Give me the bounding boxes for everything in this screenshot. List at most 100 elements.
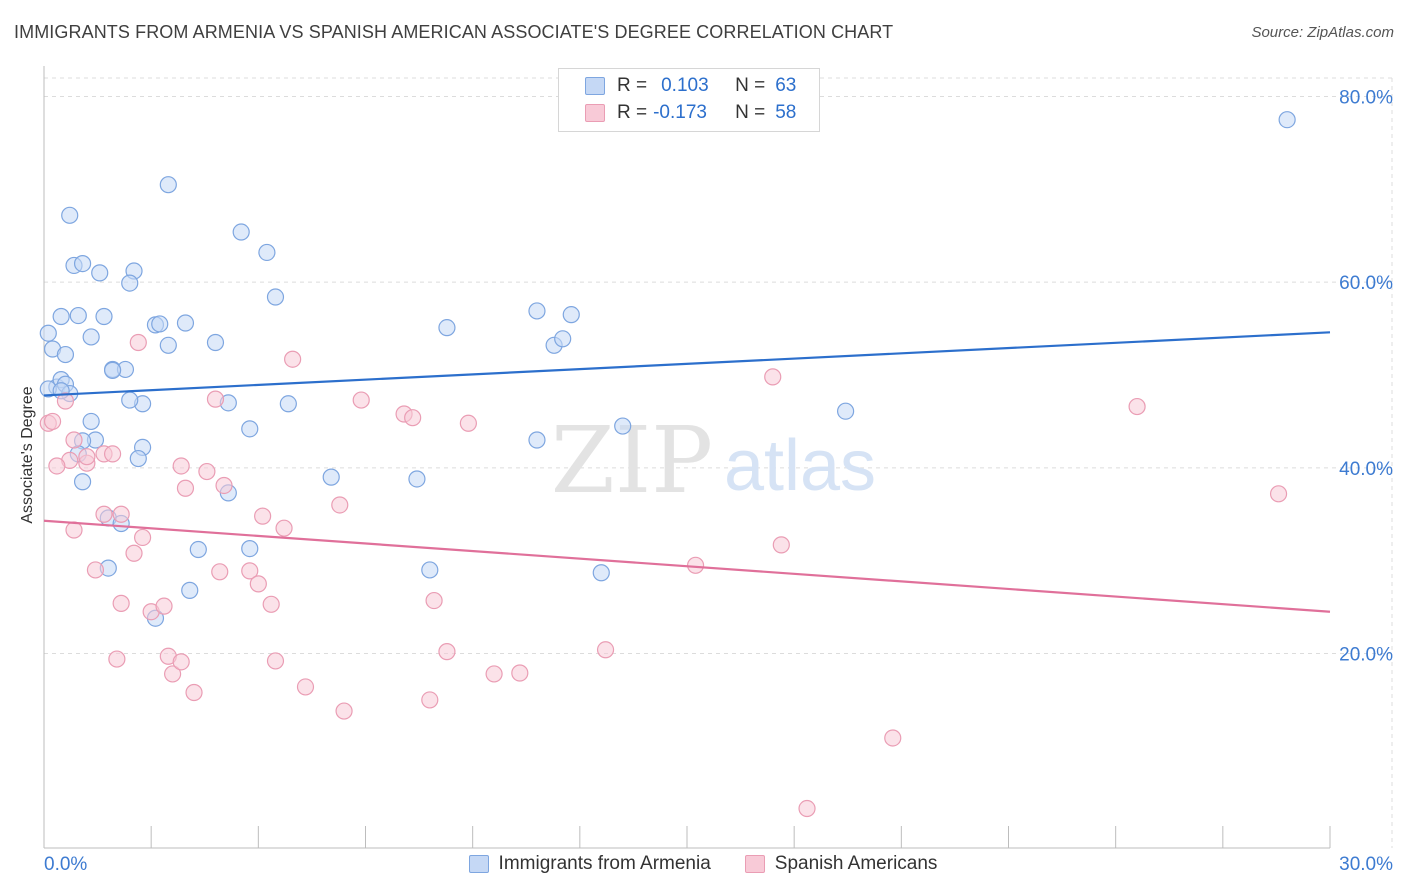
armenia-point	[176, 314, 195, 332]
armenia-point	[82, 328, 100, 346]
armenia-point	[159, 336, 177, 354]
legend-swatch-blue	[468, 855, 489, 873]
spanish-point	[78, 448, 96, 466]
gridlines	[44, 77, 1393, 848]
trend-lines	[43, 331, 1331, 613]
watermark-atlas: atlas	[724, 426, 876, 506]
armenia-trend-line	[43, 331, 1331, 397]
spanish-point	[254, 507, 272, 525]
armenia-point	[73, 473, 92, 491]
armenia-point	[279, 395, 297, 413]
spanish-point	[112, 594, 130, 612]
x-tick-label-min: 0.0%	[44, 854, 87, 875]
legend-label-armenia: Immigrants from Armenia	[498, 853, 711, 874]
armenia-point	[189, 540, 207, 559]
legend-r-value: 0.103	[661, 75, 709, 96]
spanish-point	[185, 683, 203, 702]
spanish-point	[129, 333, 147, 352]
spanish-point	[421, 691, 439, 709]
armenia-point	[241, 539, 259, 558]
spanish-point	[172, 653, 190, 671]
armenia-point	[438, 319, 456, 337]
armenia-point	[73, 255, 92, 273]
spanish-point	[772, 536, 790, 554]
spanish-point	[164, 665, 182, 683]
spanish-point	[133, 528, 152, 547]
legend-n-label: N =	[735, 75, 766, 96]
spanish-point	[262, 595, 280, 613]
series-legend: Immigrants from Armenia Spanish American…	[0, 852, 1406, 876]
y-tick-label: 40.0%	[1339, 459, 1393, 480]
data-points	[39, 111, 1296, 818]
armenia-point	[322, 468, 340, 486]
spanish-point	[798, 799, 816, 818]
spanish-point	[296, 678, 315, 696]
armenia-point	[103, 361, 122, 379]
spanish-point	[241, 562, 259, 580]
tick-labels: 20.0% 40.0% 60.0% 80.0% 0.0% 30.0%	[44, 88, 1393, 876]
spanish-point	[43, 412, 62, 431]
armenia-point	[82, 412, 100, 431]
legend-r-value: -0.173	[653, 102, 707, 123]
armenia-point	[528, 431, 546, 449]
legend-r-label: R =	[617, 102, 648, 123]
spanish-point	[103, 445, 122, 463]
spanish-point	[1269, 485, 1288, 503]
armenia-point	[61, 206, 79, 224]
armenia-point	[52, 307, 70, 326]
y-tick-label: 20.0%	[1339, 645, 1393, 666]
spanish-point	[86, 561, 105, 579]
armenia-point	[421, 561, 439, 579]
spanish-point	[686, 556, 705, 574]
legend-label-spanish: Spanish Americans	[774, 853, 938, 874]
armenia-point	[554, 330, 572, 348]
spanish-point	[511, 664, 529, 682]
axes	[43, 66, 1331, 849]
x-tick-label-max: 30.0%	[1339, 854, 1393, 875]
armenia-point	[408, 470, 426, 488]
legend-item-spanish[interactable]: Spanish Americans	[744, 853, 938, 875]
spanish-point	[56, 392, 75, 410]
spanish-trend-line	[43, 519, 1331, 613]
spanish-point	[275, 519, 293, 537]
armenia-point	[95, 307, 113, 326]
spanish-point	[249, 575, 267, 593]
armenia-point	[121, 391, 139, 409]
correlation-legend: R = 0.103 N = 63 R = -0.173 N = 58	[558, 68, 820, 132]
armenia-point	[69, 306, 87, 325]
spanish-point	[172, 457, 190, 475]
spanish-point	[1128, 397, 1146, 416]
spanish-point	[485, 665, 503, 683]
armenia-point	[266, 288, 285, 306]
spanish-point	[459, 414, 477, 432]
chart-title: IMMIGRANTS FROM ARMENIA VS SPANISH AMERI…	[14, 22, 894, 42]
armenia-point	[614, 417, 632, 435]
armenia-point	[241, 420, 259, 438]
spanish-point	[335, 702, 353, 720]
spanish-point	[352, 391, 370, 409]
y-axis-label: Associate's Degree	[19, 386, 36, 524]
spanish-point	[596, 641, 615, 659]
legend-swatch-pink	[585, 104, 605, 122]
armenia-point	[151, 315, 169, 333]
spanish-point	[438, 643, 456, 661]
spanish-point	[764, 368, 782, 386]
armenia-point	[232, 223, 250, 241]
spanish-point	[65, 521, 83, 539]
armenia-point	[1278, 111, 1296, 129]
legend-r-label: R =	[617, 75, 648, 96]
armenia-point	[129, 449, 147, 468]
watermark-zip: ZIP	[551, 407, 713, 514]
legend-swatch-blue	[585, 77, 605, 95]
legend-swatch-pink	[744, 855, 765, 873]
armenia-point	[562, 306, 580, 324]
legend-n-value: 58	[775, 102, 797, 123]
armenia-point	[91, 264, 109, 282]
legend-item-armenia[interactable]: Immigrants from Armenia	[468, 853, 711, 875]
armenia-point	[159, 176, 177, 194]
spanish-point	[198, 462, 216, 481]
spanish-point	[176, 479, 195, 497]
spanish-point	[404, 409, 422, 427]
armenia-point	[592, 564, 610, 582]
spanish-point	[206, 390, 225, 408]
